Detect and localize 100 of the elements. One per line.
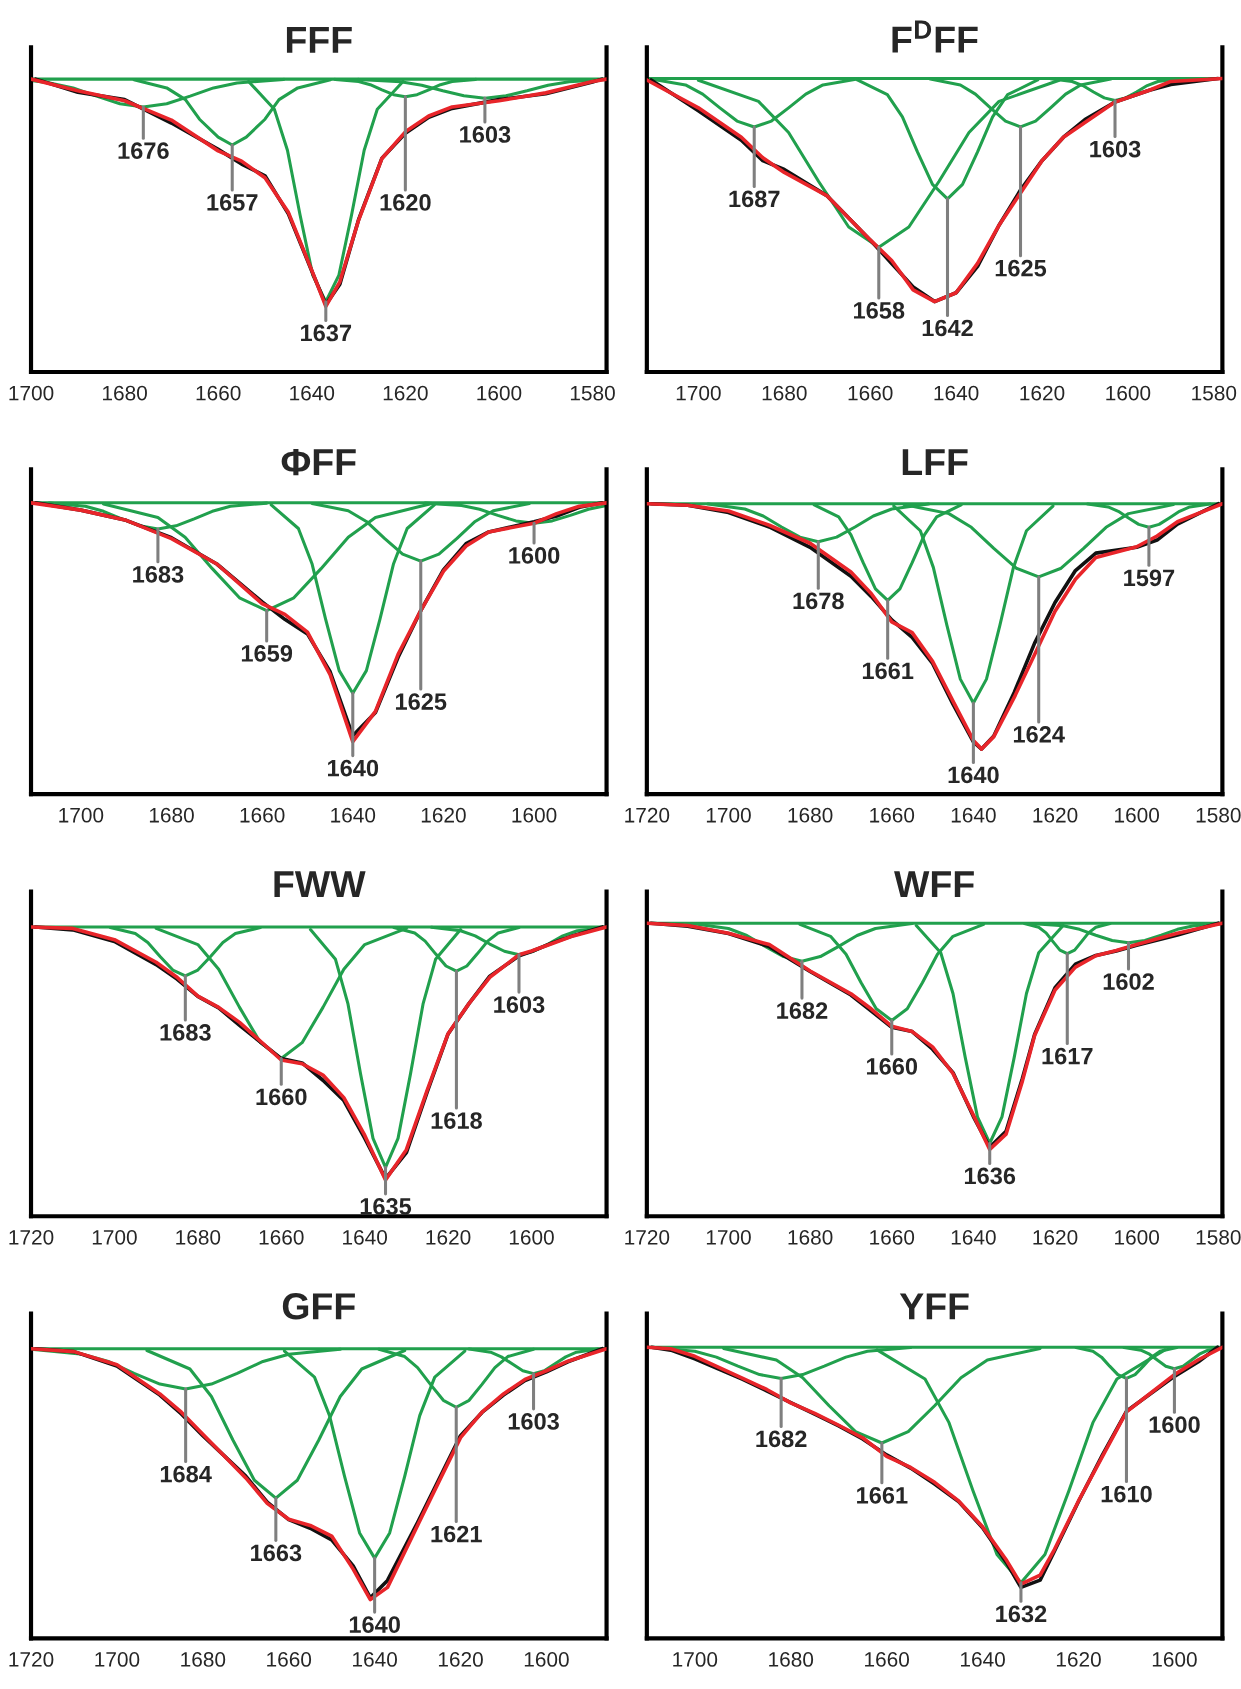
x-tick-label: 1600 bbox=[1152, 1652, 1197, 1667]
x-tick-label: 1720 bbox=[625, 807, 670, 823]
x-tick-label: 1680 bbox=[769, 1652, 814, 1667]
annotation: 1617 bbox=[1042, 1047, 1093, 1065]
annotation: 1610 bbox=[1101, 1485, 1152, 1503]
annotation: 1603 bbox=[1090, 140, 1141, 158]
x-tick-label: 1660 bbox=[870, 807, 915, 823]
x-tick-label: 1720 bbox=[9, 1652, 54, 1667]
annotation: 1683 bbox=[160, 1024, 211, 1041]
x-tick-label: 1600 bbox=[524, 1652, 569, 1667]
annotation: 1635 bbox=[360, 1198, 412, 1215]
x-tick-label: 1600 bbox=[512, 807, 557, 823]
annotation: 1603 bbox=[494, 996, 545, 1014]
x-tick-label: 1620 bbox=[421, 807, 466, 823]
annotation: 1676 bbox=[118, 142, 169, 160]
x-tick-label: 1580 bbox=[1196, 807, 1241, 823]
chart-title: GFF bbox=[282, 1293, 355, 1320]
annotation: 1682 bbox=[756, 1430, 807, 1448]
x-tick-label: 1700 bbox=[9, 385, 54, 401]
x-tick-label: 1700 bbox=[95, 1652, 140, 1667]
annotation: 1658 bbox=[854, 302, 905, 319]
x-tick-label: 1700 bbox=[673, 1652, 718, 1667]
annotation: 1640 bbox=[948, 766, 999, 784]
x-tick-label: 1620 bbox=[383, 385, 428, 401]
x-tick-label: 1660 bbox=[240, 807, 285, 823]
x-tick-label: 1620 bbox=[426, 1229, 471, 1245]
annotation: 1624 bbox=[1013, 726, 1065, 743]
x-tick-label: 1700 bbox=[706, 807, 751, 823]
x-tick-label: 1620 bbox=[1020, 385, 1065, 401]
annotation: 1602 bbox=[1103, 973, 1154, 990]
chart-title: WFF bbox=[894, 871, 974, 898]
annotation: 1661 bbox=[862, 662, 914, 680]
annotation: 1683 bbox=[133, 565, 184, 583]
annotation: 1659 bbox=[241, 645, 293, 662]
x-tick-label: 1660 bbox=[870, 1229, 915, 1245]
annotation: 1660 bbox=[256, 1088, 307, 1106]
chart-title: F$^{D}$FF bbox=[892, 20, 978, 53]
x-tick-label: 1660 bbox=[267, 1652, 312, 1667]
x-tick-label: 1640 bbox=[331, 807, 376, 823]
chart-title: YFF bbox=[899, 1293, 969, 1320]
annotation: 1632 bbox=[996, 1605, 1047, 1623]
x-tick-label: 1680 bbox=[149, 807, 194, 823]
x-tick-label: 1580 bbox=[1196, 1229, 1241, 1245]
chart-title: LFF bbox=[902, 449, 968, 475]
annotation: 1660 bbox=[866, 1058, 918, 1075]
annotation: 1618 bbox=[431, 1112, 482, 1129]
annotation: 1640 bbox=[349, 1616, 400, 1633]
x-tick-label: 1680 bbox=[788, 1229, 833, 1245]
x-tick-label: 1700 bbox=[92, 1229, 137, 1245]
chart-title: FFF bbox=[286, 27, 352, 53]
x-tick-label: 1600 bbox=[477, 385, 522, 401]
annotation: 1603 bbox=[508, 1413, 559, 1430]
annotation: 1637 bbox=[301, 324, 352, 342]
x-tick-label: 1640 bbox=[343, 1229, 388, 1245]
annotation: 1663 bbox=[251, 1544, 302, 1562]
x-tick-label: 1600 bbox=[1115, 807, 1160, 823]
x-tick-label: 1640 bbox=[934, 385, 979, 401]
x-tick-label: 1700 bbox=[59, 807, 104, 823]
annotation: 1636 bbox=[964, 1167, 1016, 1185]
x-tick-label: 1700 bbox=[676, 385, 721, 401]
annotation: 1684 bbox=[160, 1465, 212, 1483]
x-tick-label: 1680 bbox=[788, 807, 833, 823]
x-tick-label: 1660 bbox=[196, 385, 241, 401]
x-tick-label: 1600 bbox=[1106, 385, 1151, 401]
annotation: 1603 bbox=[460, 126, 511, 143]
annotation: 1682 bbox=[777, 1002, 828, 1019]
x-tick-label: 1680 bbox=[181, 1652, 226, 1667]
annotation: 1625 bbox=[995, 259, 1047, 277]
x-tick-label: 1660 bbox=[848, 385, 893, 401]
annotation: 1661 bbox=[857, 1486, 908, 1504]
x-tick-label: 1720 bbox=[9, 1229, 54, 1245]
x-tick-label: 1680 bbox=[762, 385, 807, 401]
x-tick-label: 1580 bbox=[1192, 385, 1237, 401]
x-tick-label: 1660 bbox=[865, 1652, 910, 1667]
x-tick-label: 1660 bbox=[259, 1229, 304, 1245]
x-tick-label: 1640 bbox=[961, 1652, 1005, 1667]
x-tick-label: 1640 bbox=[951, 807, 996, 823]
annotation: 1640 bbox=[328, 759, 379, 777]
annotation: 1642 bbox=[922, 319, 973, 337]
x-tick-label: 1640 bbox=[353, 1652, 397, 1667]
x-tick-label: 1700 bbox=[706, 1229, 751, 1245]
x-tick-label: 1620 bbox=[1033, 1229, 1078, 1245]
x-tick-label: 1680 bbox=[103, 385, 147, 401]
x-tick-label: 1580 bbox=[570, 385, 615, 401]
x-tick-label: 1620 bbox=[1033, 807, 1078, 823]
x-tick-label: 1720 bbox=[625, 1229, 670, 1245]
chart-title: ΦFF bbox=[281, 448, 356, 476]
x-tick-label: 1620 bbox=[1056, 1652, 1101, 1667]
annotation: 1621 bbox=[431, 1525, 482, 1543]
x-tick-label: 1600 bbox=[1115, 1229, 1160, 1245]
x-tick-label: 1640 bbox=[290, 385, 335, 401]
x-tick-label: 1620 bbox=[438, 1652, 483, 1667]
annotation: 1678 bbox=[793, 592, 844, 610]
annotation: 1620 bbox=[380, 194, 431, 211]
x-tick-label: 1600 bbox=[509, 1229, 554, 1245]
x-tick-label: 1640 bbox=[951, 1229, 996, 1245]
chart-title: FWW bbox=[274, 871, 366, 898]
annotation: 1657 bbox=[207, 194, 258, 211]
annotation: 1625 bbox=[395, 693, 447, 710]
annotation: 1687 bbox=[729, 190, 780, 208]
